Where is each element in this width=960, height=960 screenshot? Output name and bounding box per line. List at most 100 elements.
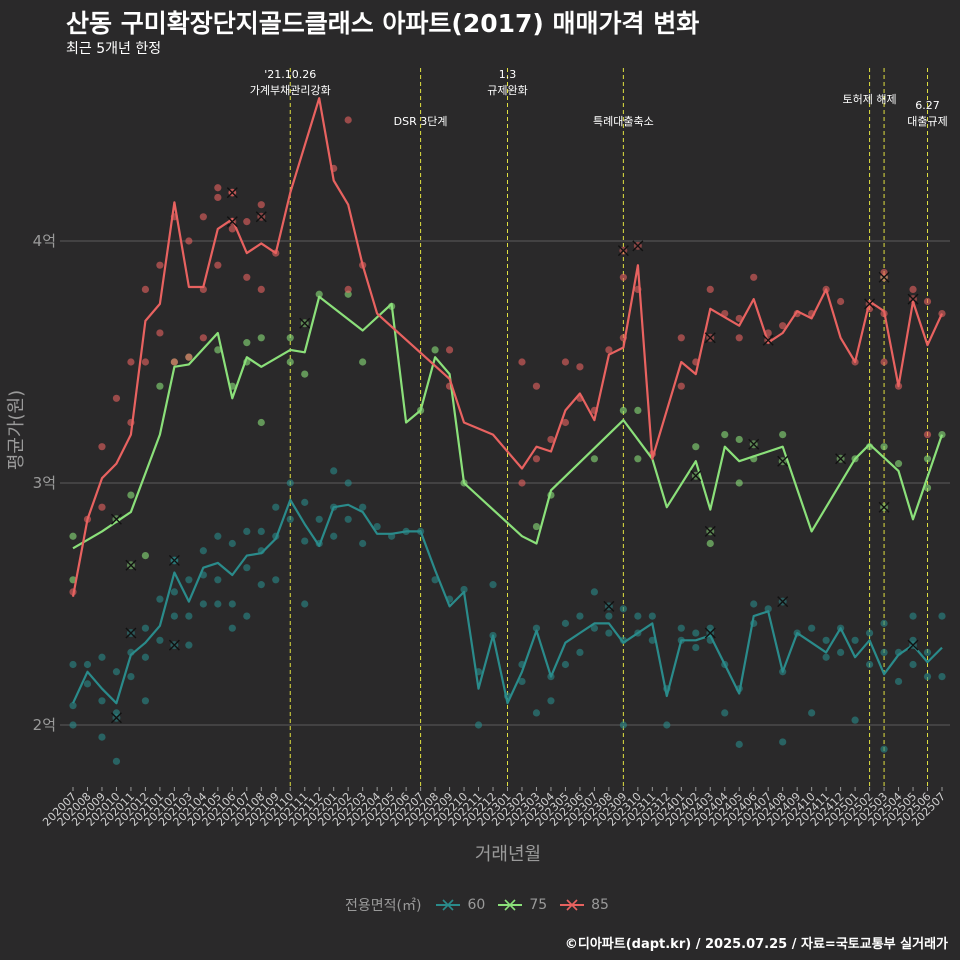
point-60: [561, 660, 570, 669]
annotation-text: 규제완화: [487, 84, 527, 97]
cross-mark: [878, 271, 890, 283]
point-85: [243, 218, 251, 226]
point-85: [98, 503, 106, 511]
cross-mark: [299, 317, 311, 329]
point-60: [257, 527, 265, 536]
cross-75: [777, 455, 789, 467]
point-60: [228, 624, 236, 632]
cross-mark: [878, 501, 890, 513]
cross-markers: [110, 187, 919, 724]
point-60: [822, 653, 830, 661]
point-75: [706, 539, 714, 548]
point-85: [170, 358, 178, 366]
point-60: [69, 660, 77, 669]
cross-60: [168, 639, 180, 651]
point-85: [735, 334, 743, 342]
point-60: [576, 612, 584, 620]
legend-key-75: [498, 899, 523, 911]
cross-75: [690, 470, 702, 482]
chart-subtitle: 최근 5개년 한정: [66, 41, 162, 57]
legend-label: 75: [529, 897, 548, 913]
point-60: [257, 581, 265, 589]
point-60: [590, 624, 599, 632]
point-60: [185, 576, 193, 584]
point-60: [214, 532, 222, 540]
point-60: [214, 600, 222, 608]
point-60: [344, 479, 352, 487]
point-60: [547, 697, 555, 705]
point-60: [112, 757, 121, 765]
point-60: [909, 660, 917, 669]
annotation-text: 6.27: [915, 99, 940, 112]
point-60: [301, 600, 309, 608]
legend-key-60: [436, 899, 461, 911]
cross-75: [125, 559, 137, 571]
cross-mark: [907, 639, 919, 651]
legend: 전용면적(㎡) 60 75 85: [0, 895, 960, 915]
cross-60: [168, 554, 180, 566]
cross-mark: [168, 554, 180, 566]
point-60: [938, 612, 946, 620]
point-85: [185, 353, 193, 361]
point-85: [214, 193, 222, 202]
y-tick-label: 4억: [33, 232, 56, 250]
point-60: [141, 624, 150, 632]
legend-title: 전용면적(㎡): [345, 898, 422, 914]
legend-cross: [504, 899, 516, 911]
cross-85: [226, 187, 238, 199]
cross-mark: [907, 293, 919, 305]
point-60: [721, 709, 729, 717]
point-85: [185, 237, 193, 245]
cross-mark: [110, 513, 122, 525]
point-60: [837, 648, 845, 657]
point-75: [127, 491, 135, 499]
point-75: [301, 370, 309, 378]
cross-75: [748, 438, 760, 450]
point-60: [185, 612, 193, 620]
point-60: [69, 721, 77, 729]
point-75: [69, 532, 77, 540]
cross-mark: [864, 298, 876, 310]
point-85: [880, 358, 888, 366]
point-60: [460, 585, 468, 594]
point-85: [344, 116, 352, 124]
point-85: [518, 358, 526, 366]
point-75: [634, 406, 642, 414]
point-60: [98, 697, 106, 705]
point-60: [518, 677, 526, 686]
point-85: [677, 382, 685, 390]
point-85: [214, 261, 222, 269]
point-85: [127, 358, 135, 366]
point-60: [431, 576, 439, 584]
point-60: [865, 629, 874, 637]
point-60: [779, 738, 787, 746]
point-75: [692, 443, 700, 451]
point-85: [605, 346, 613, 354]
point-75: [141, 552, 150, 560]
cross-mark: [762, 334, 774, 346]
point-60: [532, 709, 541, 717]
point-60: [373, 522, 381, 531]
cross-mark: [632, 240, 644, 252]
y-axis-label: 평균가(원): [6, 390, 27, 470]
cross-mark: [704, 627, 716, 639]
point-75: [923, 455, 932, 463]
point-60: [735, 740, 743, 748]
point-85: [228, 225, 236, 233]
point-60: [301, 537, 309, 545]
cross-mark: [110, 712, 122, 724]
point-60: [156, 595, 164, 603]
point-85: [561, 358, 570, 366]
point-85: [923, 297, 932, 306]
cross-60: [777, 596, 789, 608]
point-60: [286, 515, 294, 523]
point-60: [199, 600, 207, 608]
cross-mark: [777, 455, 789, 467]
point-85: [619, 273, 627, 281]
cross-mark: [835, 453, 847, 465]
legend-item-85: 85: [559, 897, 609, 913]
point-60: [83, 680, 92, 688]
point-60: [894, 677, 903, 686]
annotation-text: 1.3: [499, 68, 517, 81]
point-75: [286, 334, 294, 342]
